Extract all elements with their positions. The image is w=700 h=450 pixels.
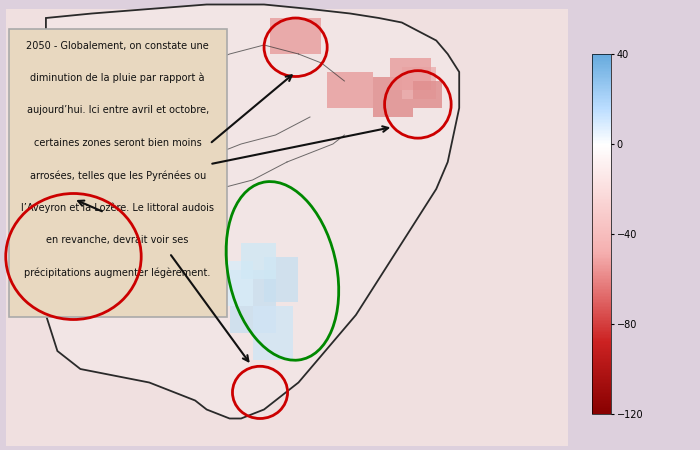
FancyBboxPatch shape [6,9,568,446]
Bar [80,274,132,306]
Bar [413,81,442,108]
Bar [327,72,373,108]
Bar [92,243,115,261]
Text: aujourd’hui. Ici entre avril et octobre,: aujourd’hui. Ici entre avril et octobre, [27,105,209,115]
Text: certaines zones seront bien moins: certaines zones seront bien moins [34,138,202,148]
Bar [218,261,253,306]
Bar [115,234,161,261]
Bar [69,216,126,248]
Bar [115,261,155,288]
Bar [34,194,80,225]
FancyBboxPatch shape [8,29,227,317]
Bar [373,76,413,117]
Bar [23,252,80,288]
Bar [270,18,321,54]
Bar [253,306,293,360]
Polygon shape [29,4,459,418]
Text: l’Aveyron et la Lozère. Le littoral audois: l’Aveyron et la Lozère. Le littoral audo… [21,202,214,213]
Text: arrosées, telles que les Pyrénées ou: arrosées, telles que les Pyrénées ou [29,170,206,180]
Bar [23,220,69,252]
Bar [391,58,430,90]
Bar [230,270,276,333]
Text: diminution de la pluie par rapport à: diminution de la pluie par rapport à [30,73,205,83]
Bar [402,68,436,99]
Text: précipitations augmenter légèrement.: précipitations augmenter légèrement. [25,267,211,278]
Bar [46,252,75,270]
Bar [241,243,276,279]
Bar [69,248,115,279]
Text: 2050 - Globalement, on constate une: 2050 - Globalement, on constate une [27,40,209,50]
Bar [264,256,298,302]
Text: en revanche, devrait voir ses: en revanche, devrait voir ses [46,235,189,245]
